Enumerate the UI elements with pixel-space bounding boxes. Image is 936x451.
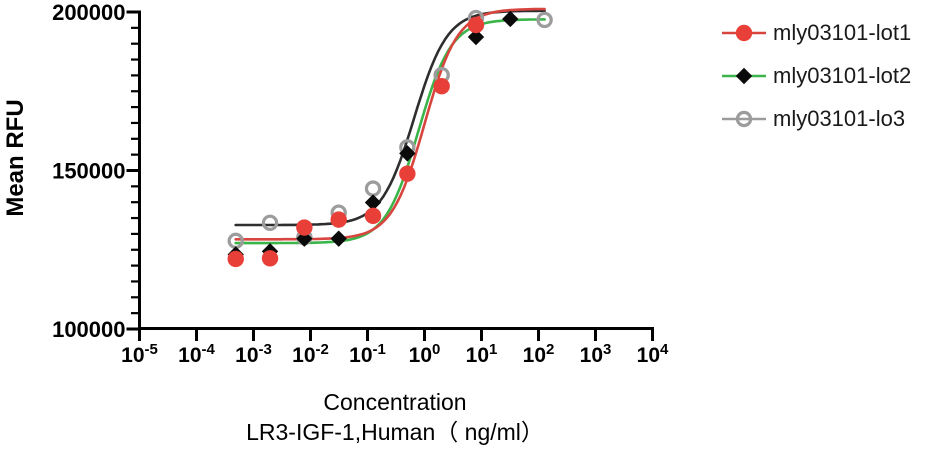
y-axis-title: Mean RFU [2, 99, 29, 217]
x-axis-title-line2: LR3-IGF-1,Human（ ng/ml） [246, 419, 544, 445]
x-tick-label: 10-3 [235, 341, 272, 367]
data-point-mly03101-lot1 [735, 24, 753, 41]
data-point-mly03101-lot1 [330, 211, 347, 228]
legend: mly03101-lot1 mly03101-lot2 mly03101-lo3 [720, 11, 911, 140]
fit-curve-mly03101-lo3 [234, 9, 546, 227]
tick-labels: 100000 150000 200000 10-5 10-4 10-3 10-2 10-1 10… [52, 0, 669, 367]
data-point-mly03101-lot1 [261, 250, 279, 267]
legend-label: mly03101-lot1 [773, 19, 912, 45]
y-tick-label: 200000 [52, 0, 125, 25]
data-point-mly03101-lo3 [735, 110, 753, 127]
data-point-mly03101-lot1 [364, 207, 382, 225]
legend-label: mly03101-lo3 [773, 105, 906, 131]
x-tick-label: 102 [523, 341, 555, 367]
data-point-mly03101-lot2 [735, 67, 753, 84]
x-tick-label: 10-4 [178, 341, 215, 367]
legend-label: mly03101-lot2 [773, 62, 912, 88]
x-tick-label: 10-5 [121, 341, 158, 367]
data-point-mly03101-lot2 [330, 230, 347, 247]
x-tick-label: 10-2 [292, 341, 329, 367]
legend-marker-open-circle-icon [722, 110, 766, 127]
x-tick-label: 104 [637, 341, 669, 367]
data-point-mly03101-lot2 [467, 28, 485, 46]
data-point-mly03101-lot2 [364, 194, 382, 211]
x-tick-label: 103 [580, 341, 612, 367]
x-tick-label: 10-1 [349, 341, 386, 367]
data-point-mly03101-lo3 [227, 232, 244, 250]
data-points [227, 9, 553, 268]
data-point-mly03101-lot1 [399, 165, 416, 182]
legend-marker-filled-circle-icon [722, 24, 766, 41]
data-point-mly03101-lot1 [227, 250, 244, 268]
fit-curve-mly03101-lot1 [234, 7, 546, 241]
axes [126, 10, 654, 341]
x-tick-label: 101 [466, 341, 498, 367]
data-point-mly03101-lo3 [261, 214, 279, 232]
x-axis-title: Concentration LR3-IGF-1,Human（ ng/ml） [139, 387, 651, 447]
y-tick-label: 100000 [52, 317, 125, 342]
data-point-mly03101-lo3 [364, 180, 382, 197]
data-point-mly03101-lot1 [296, 219, 313, 236]
legend-marker-filled-diamond-icon [722, 67, 766, 84]
legend-item-lo3: mly03101-lo3 [720, 97, 911, 140]
data-point-mly03101-lot1 [433, 77, 450, 95]
data-point-mly03101-lo3 [536, 11, 553, 29]
data-point-mly03101-lot2 [502, 10, 519, 28]
x-tick-label: 100 [409, 341, 441, 367]
fit-curve-mly03101-lot2 [234, 18, 546, 245]
x-axis-title-line1: Concentration [323, 389, 467, 415]
data-point-mly03101-lot1 [467, 16, 485, 34]
data-point-mly03101-lot2 [399, 145, 416, 162]
legend-item-lot2: mly03101-lot2 [720, 54, 911, 97]
fit-curves [234, 7, 546, 245]
legend-item-lot1: mly03101-lot1 [720, 11, 911, 54]
y-tick-label: 150000 [52, 159, 125, 184]
